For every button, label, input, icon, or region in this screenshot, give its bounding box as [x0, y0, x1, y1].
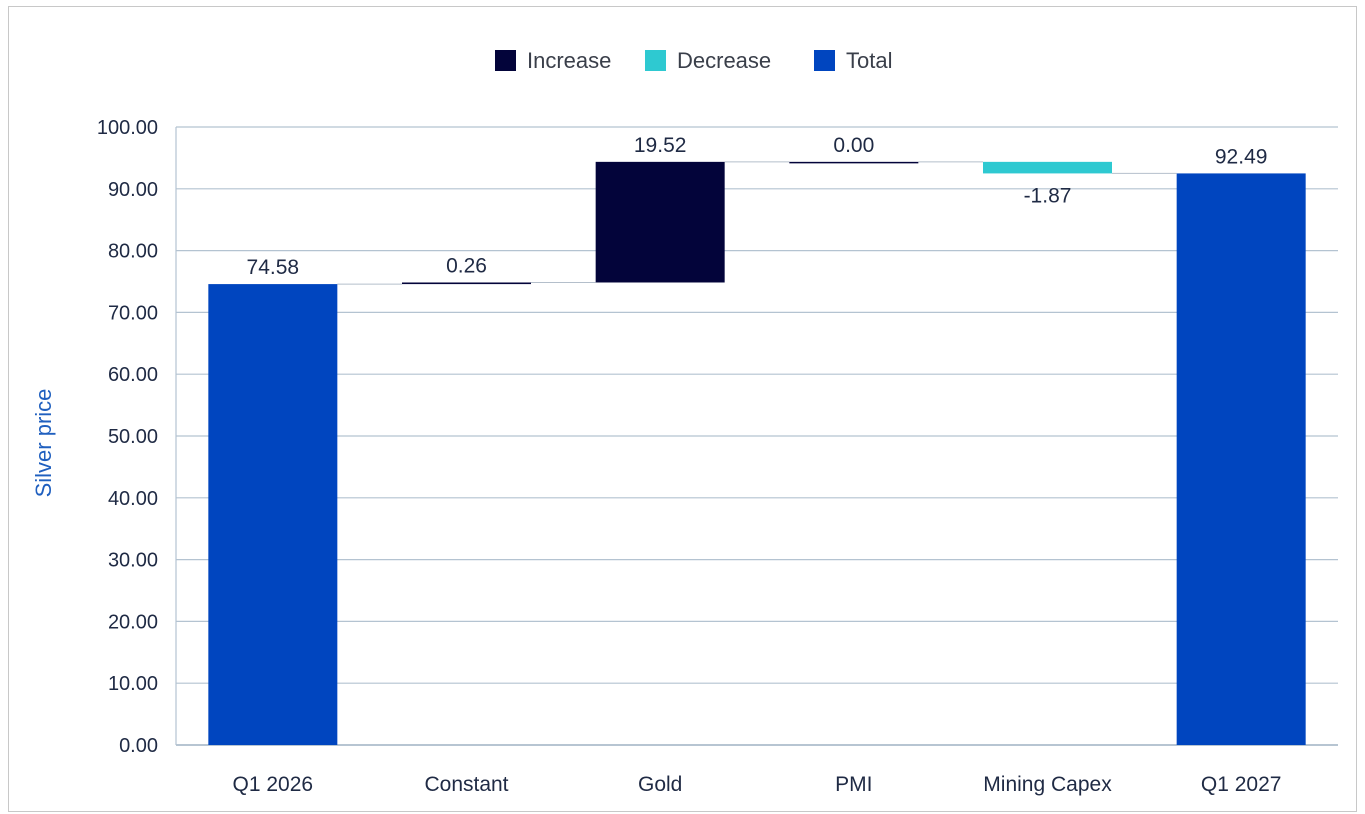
- legend-label: Total: [846, 48, 892, 73]
- y-tick-label: 20.00: [108, 611, 158, 633]
- legend-swatch-increase: [495, 50, 516, 71]
- bar-pmi: [789, 161, 919, 164]
- x-tick-label: Gold: [638, 773, 682, 796]
- data-label: 0.00: [833, 134, 874, 157]
- x-axis-ticks: Q1 2026 Constant Gold PMI Mining Capex Q1 202…: [233, 773, 1282, 796]
- connectors: [337, 161, 1177, 285]
- data-label: 0.26: [446, 254, 487, 277]
- legend-swatch-decrease: [645, 50, 666, 71]
- bar-mining-capex: [983, 161, 1112, 174]
- y-tick-label: 10.00: [108, 673, 158, 695]
- y-tick-label: 100.00: [97, 117, 158, 139]
- bar-q1-2026: [208, 284, 338, 745]
- bars: [208, 161, 1306, 745]
- data-label: 74.58: [247, 256, 300, 279]
- data-label: -1.87: [1024, 184, 1072, 207]
- y-tick-label: 90.00: [108, 179, 158, 201]
- y-axis-ticks: 0.00 10.00 20.00 30.00 40.00 50.00 60.00 70.00 8…: [97, 117, 158, 757]
- x-tick-label: Constant: [424, 773, 508, 796]
- y-tick-label: 70.00: [108, 302, 158, 324]
- y-tick-label: 80.00: [108, 241, 158, 263]
- waterfall-chart: Increase Decrease Total Silver price 0.00 1…: [31, 48, 1338, 796]
- y-tick-label: 0.00: [119, 735, 158, 757]
- data-labels: 74.58 0.26 19.52 0.00 -1.87 92.49: [247, 134, 1268, 279]
- chart-frame: Increase Decrease Total Silver price 0.00 1…: [8, 6, 1357, 812]
- x-tick-label: PMI: [835, 773, 872, 796]
- gridlines: [175, 126, 1338, 746]
- bar-q1-2027: [1176, 173, 1306, 745]
- x-tick-label: Mining Capex: [983, 773, 1112, 796]
- bar-constant: [402, 282, 531, 285]
- x-tick-label: Q1 2027: [1201, 773, 1282, 796]
- x-tick-label: Q1 2026: [233, 773, 314, 796]
- y-tick-label: 40.00: [108, 488, 158, 510]
- data-label: 92.49: [1215, 145, 1268, 168]
- data-label: 19.52: [634, 134, 687, 157]
- y-tick-label: 30.00: [108, 550, 158, 572]
- legend-swatch-total: [814, 50, 835, 71]
- y-axis-label: Silver price: [31, 389, 56, 498]
- legend-label: Increase: [527, 48, 611, 73]
- legend-label: Decrease: [677, 48, 771, 73]
- y-tick-label: 50.00: [108, 426, 158, 448]
- y-tick-label: 60.00: [108, 364, 158, 386]
- legend: Increase Decrease Total: [495, 48, 892, 73]
- bar-gold: [595, 161, 725, 283]
